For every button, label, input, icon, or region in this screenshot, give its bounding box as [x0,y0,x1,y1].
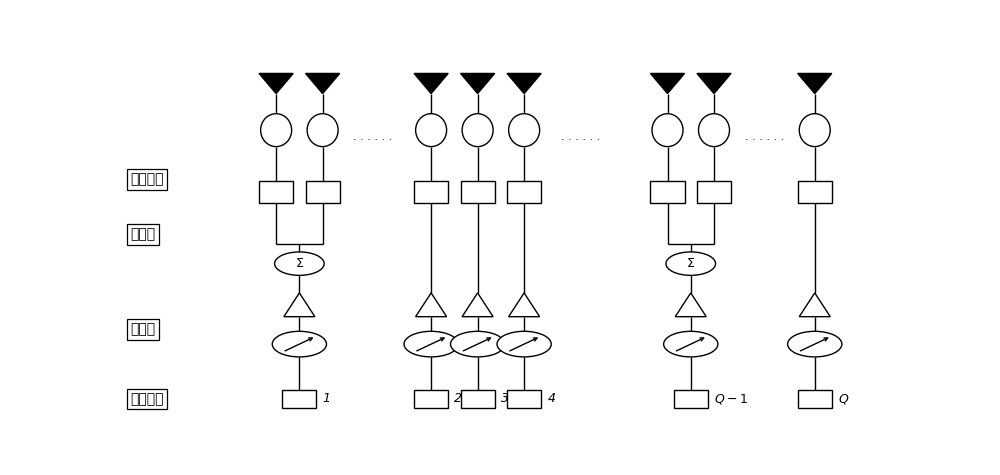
Polygon shape [697,74,731,94]
Circle shape [666,252,716,275]
Ellipse shape [799,114,830,147]
Text: 通道功率: 通道功率 [130,392,164,406]
Bar [798,390,832,408]
Polygon shape [414,74,448,94]
Ellipse shape [698,114,730,147]
Bar [461,390,495,408]
Bar [306,181,340,203]
Circle shape [404,332,458,357]
Bar [414,390,448,408]
Bar [461,181,495,203]
Circle shape [275,252,324,275]
Polygon shape [799,293,830,317]
Bar [674,390,708,408]
Text: $Q-1$: $Q-1$ [714,392,748,406]
Ellipse shape [652,114,683,147]
Polygon shape [509,293,540,317]
Ellipse shape [416,114,447,147]
Ellipse shape [462,114,493,147]
Bar [507,181,541,203]
Text: 4: 4 [547,392,555,406]
Text: 2: 2 [454,392,462,406]
Circle shape [664,332,718,357]
Circle shape [497,332,551,357]
Bar [282,390,316,408]
Polygon shape [461,74,495,94]
Text: 1: 1 [323,392,331,406]
Text: . . . . . .: . . . . . . [745,133,784,142]
Bar [259,181,293,203]
Circle shape [450,332,505,357]
Circle shape [788,332,842,357]
Polygon shape [462,293,493,317]
Polygon shape [416,293,447,317]
Text: 固定相位: 固定相位 [130,172,164,187]
Ellipse shape [509,114,540,147]
Ellipse shape [261,114,292,147]
Polygon shape [306,74,340,94]
Polygon shape [259,74,293,94]
Text: 3: 3 [501,392,509,406]
Bar [507,390,541,408]
Text: 功分器: 功分器 [130,228,156,241]
Bar [650,181,685,203]
Text: . . . . . .: . . . . . . [353,133,393,142]
Polygon shape [650,74,685,94]
Polygon shape [675,293,706,317]
Text: . . . . . .: . . . . . . [561,133,600,142]
Bar [798,181,832,203]
Circle shape [272,332,326,357]
Bar [414,181,448,203]
Polygon shape [284,293,315,317]
Text: $\Sigma$: $\Sigma$ [686,257,695,270]
Text: 移相器: 移相器 [130,323,156,336]
Polygon shape [798,74,832,94]
Ellipse shape [307,114,338,147]
Bar [697,181,731,203]
Polygon shape [507,74,541,94]
Text: $\Sigma$: $\Sigma$ [295,257,304,270]
Text: $Q$: $Q$ [838,392,849,406]
